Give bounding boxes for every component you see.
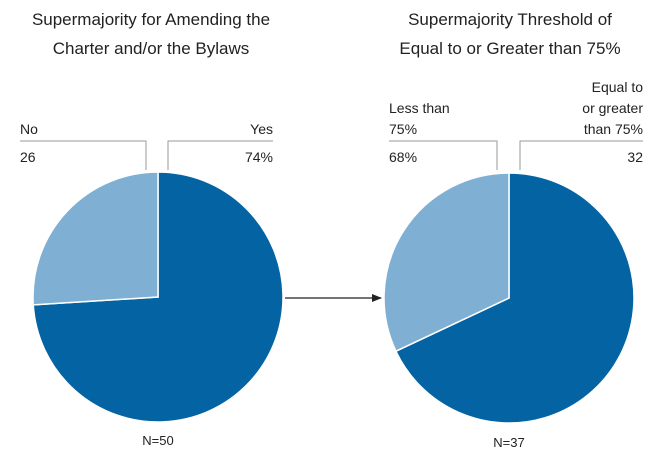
chart1-leader-yes	[167, 140, 273, 170]
chart2-slice-greater-or-equal-75	[383, 172, 510, 353]
chart1-title-line1: Supermajority for Amending the	[32, 10, 270, 29]
chart2-leader-greater	[519, 140, 643, 170]
chart2-label-less-line1: Less than	[389, 100, 450, 116]
chart1-value-yes: 74%	[245, 149, 273, 165]
chart1-title-line2: Charter and/or the Bylaws	[53, 39, 250, 58]
chart2-leader-less	[389, 140, 498, 170]
chart2-n-label: N=37	[493, 435, 524, 450]
chart2-label-greater-line2: or greater	[582, 100, 643, 116]
chart1-label-no: No	[20, 121, 38, 137]
chart2-slice-less-than-75	[394, 172, 635, 424]
chart2-value-less: 68%	[389, 149, 417, 165]
chart2-label-greater-line1: Equal to	[592, 79, 644, 95]
chart1-label-yes: Yes	[250, 121, 273, 137]
chart2-pie	[383, 172, 635, 424]
chart2-title-line2: Equal to or Greater than 75%	[399, 39, 620, 58]
chart2-value-greater: 32	[627, 149, 643, 165]
chart1-leader-no	[20, 140, 147, 170]
chart2-title-line1: Supermajority Threshold of	[408, 10, 612, 29]
chart2-label-less-line2: 75%	[389, 121, 417, 137]
chart1-slice-no	[32, 171, 159, 306]
chart1-n-label: N=50	[142, 433, 173, 448]
chart2-label-greater-line3: than 75%	[584, 121, 643, 137]
chart1-value-no: 26	[20, 149, 36, 165]
chart1-pie	[32, 171, 284, 423]
